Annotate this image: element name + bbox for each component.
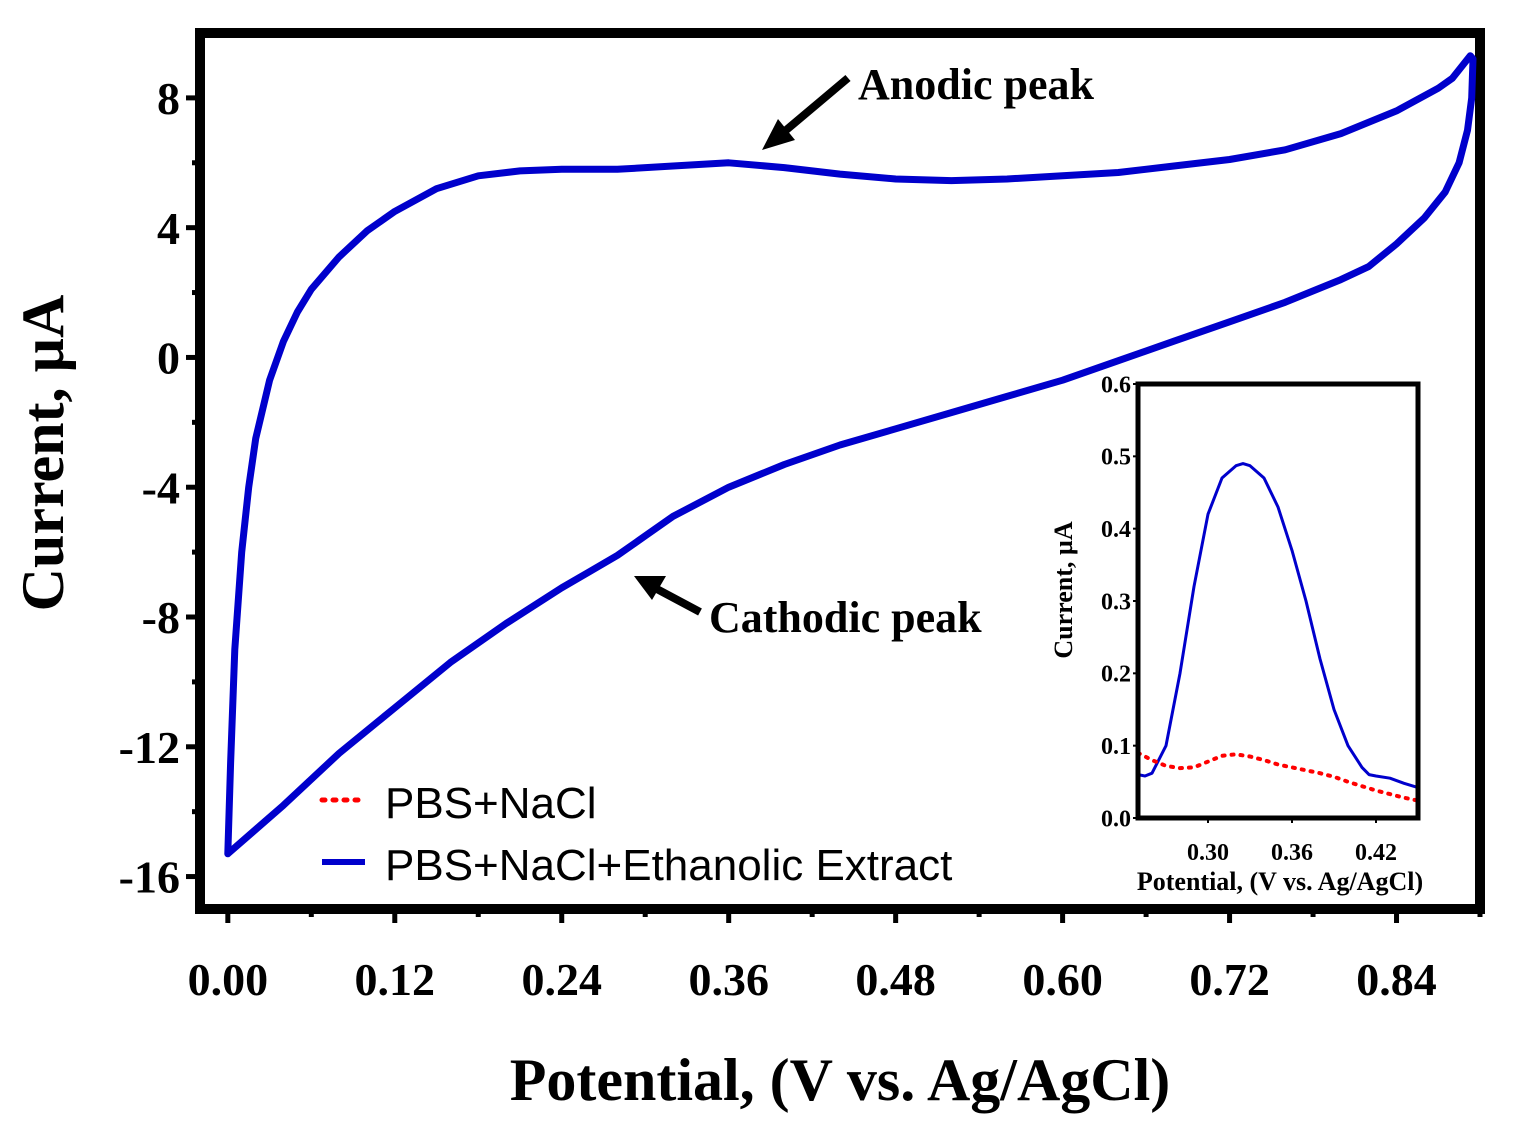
inset-x-tick-label: 0.36 — [1271, 840, 1313, 866]
legend: PBS+NaCl PBS+NaCl+Ethanolic Extract — [319, 779, 952, 890]
inset-series-group — [1138, 462, 1418, 803]
main-x-tick-label: 0.48 — [855, 954, 936, 1005]
inset-y-axis-ticks: 0.0 0.1 0.2 0.3 0.4 0.5 0.6 — [1101, 372, 1138, 832]
anodic-annotation: Anodic peak — [762, 60, 1094, 150]
cathodic-annotation: Cathodic peak — [634, 576, 982, 642]
main-y-tick-label: 4 — [157, 203, 180, 254]
main-x-tick-label: 0.24 — [521, 954, 602, 1005]
inset-background — [1138, 384, 1418, 818]
inset-y-tick-label: 0.6 — [1101, 372, 1131, 398]
anodic-peak-label: Anodic peak — [858, 60, 1094, 109]
inset-y-tick-label: 0.2 — [1101, 662, 1131, 688]
anodic-arrow-shaft — [782, 74, 851, 135]
inset-y-tick-label: 0.3 — [1101, 589, 1131, 615]
inset-y-tick-label: 0.0 — [1101, 806, 1131, 832]
main-series-group — [224, 52, 1477, 858]
main-series-pbs-nacl-ethanolic-extract — [224, 52, 1477, 858]
inset-x-tick-label: 0.30 — [1187, 840, 1229, 866]
legend-label-pbs-nacl: PBS+NaCl — [385, 779, 597, 828]
main-x-tick-label: 0.00 — [188, 954, 269, 1005]
main-x-tick-label: 0.12 — [355, 954, 436, 1005]
main-y-tick-label: -12 — [119, 722, 180, 773]
legend-label-extract: PBS+NaCl+Ethanolic Extract — [385, 841, 952, 890]
main-y-tick-label: 0 — [157, 333, 180, 384]
main-x-axis-label: Potential, (V vs. Ag/AgCl) — [510, 1047, 1171, 1113]
inset-y-tick-label: 0.4 — [1101, 517, 1131, 543]
main-x-tick-label: 0.60 — [1022, 954, 1103, 1005]
anodic-arrow-head — [762, 119, 795, 150]
main-x-tick-label: 0.72 — [1189, 954, 1270, 1005]
main-y-tick-label: -16 — [119, 852, 180, 903]
inset-series-pbs-nacl-ethanolic-extract — [1138, 462, 1418, 790]
main-y-axis-ticks: 8 4 0 -4 -8 -12 -16 — [119, 73, 200, 903]
main-x-axis-ticks: 0.00 0.12 0.24 0.36 0.48 0.60 0.72 0.84 — [188, 909, 1483, 1005]
cathodic-arrow-head — [634, 576, 666, 600]
main-y-tick-label: -8 — [142, 592, 180, 643]
main-x-tick-label: 0.36 — [688, 954, 769, 1005]
inset-x-axis-ticks: 0.30 0.36 0.42 — [1187, 818, 1397, 866]
inset-x-axis-label: Potential, (V vs. Ag/AgCl) — [1137, 867, 1423, 896]
cathodic-peak-label: Cathodic peak — [709, 593, 982, 642]
main-y-tick-label: -4 — [142, 462, 180, 513]
inset-y-axis-label: Current, µA — [1049, 521, 1078, 658]
main-x-tick-label: 0.84 — [1356, 954, 1437, 1005]
main-y-axis-label: Current, µA — [10, 295, 76, 612]
inset-series-pbs-nacl — [1138, 750, 1418, 803]
inset-y-tick-label: 0.1 — [1101, 734, 1131, 760]
cathodic-arrow-shaft — [653, 584, 702, 616]
inset-x-tick-label: 0.42 — [1355, 840, 1397, 866]
inset-y-tick-label: 0.5 — [1101, 445, 1131, 471]
main-chart: 840-4-8-12-16 0.00 0.12 0.24 0.36 0.48 0.60 0.… — [10, 28, 1485, 1113]
main-y-tick-label: 8 — [157, 73, 180, 124]
main-plot-frame — [195, 28, 1485, 914]
inset-chart: 0.0 0.1 0.2 0.3 0.4 0.5 0.6 0.30 0.36 0.42 Curre… — [1049, 372, 1423, 896]
